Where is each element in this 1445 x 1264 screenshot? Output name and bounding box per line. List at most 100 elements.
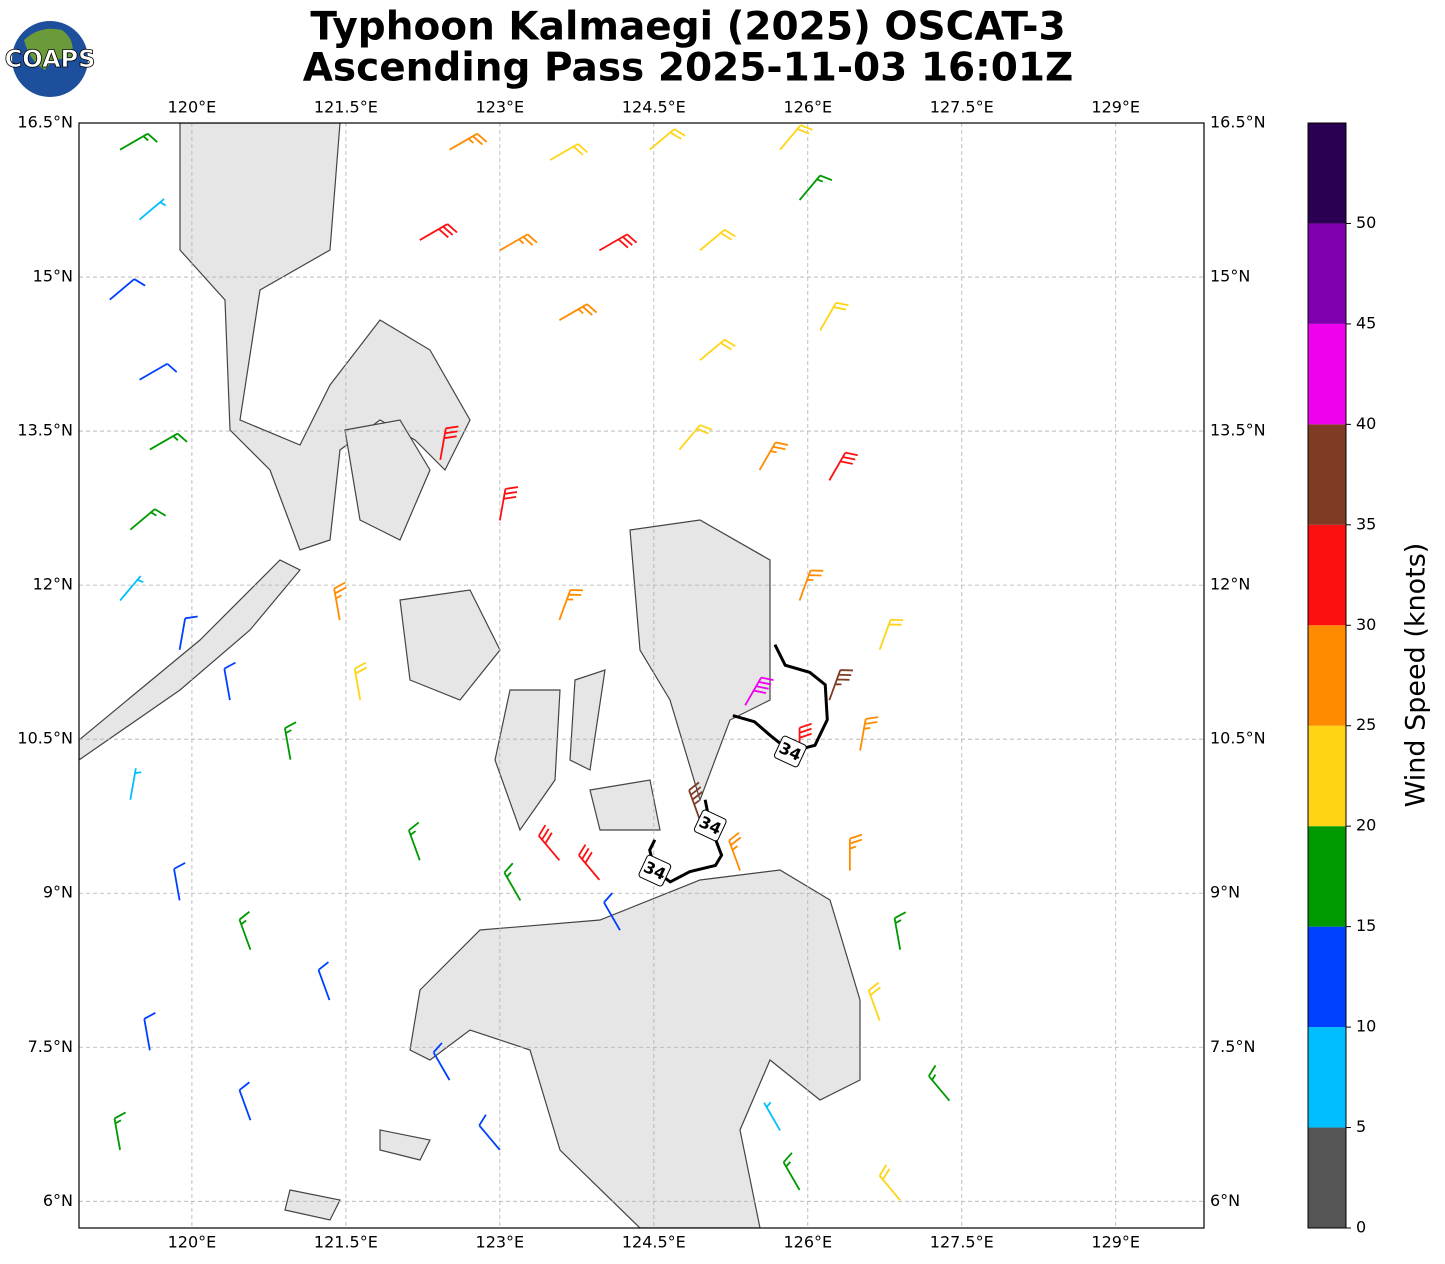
- logo: COAPS: [4, 21, 96, 97]
- title-line: Ascending Pass 2025-11-03 16:01Z: [303, 46, 1074, 91]
- colorbar-tick-label: 35: [1356, 514, 1376, 533]
- lat-tick-label: 9°N: [1210, 883, 1240, 902]
- colorbar-tick-label: 20: [1356, 816, 1376, 835]
- lat-tick-label: 9°N: [43, 883, 73, 902]
- colorbar-tick-label: 40: [1356, 414, 1376, 433]
- colorbar-tick-label: 5: [1356, 1117, 1366, 1136]
- wind-barb: [728, 831, 742, 871]
- wind-barb: [498, 486, 519, 521]
- wind-barb: [782, 1152, 801, 1191]
- wind-barb: [317, 961, 331, 1001]
- colorbar-segment: [1308, 424, 1346, 525]
- colorbar-tick-label: 0: [1356, 1218, 1366, 1237]
- wind-barb: [538, 824, 561, 861]
- land: [399, 589, 501, 701]
- lon-tick-label: 127.5°E: [930, 1233, 994, 1252]
- barbs: [109, 124, 951, 1201]
- lon-tick-label: 123°E: [476, 1233, 525, 1252]
- colorbar-segment: [1308, 1127, 1346, 1228]
- wind-barb: [129, 508, 167, 531]
- colorbar-tick-label: 10: [1356, 1017, 1376, 1036]
- lat-tick-label: 13.5°N: [1210, 421, 1266, 440]
- colorbar-segment: [1308, 223, 1346, 324]
- wind-barb: [798, 174, 833, 201]
- lat-tick-label: 15°N: [33, 267, 73, 286]
- lat-tick-label: 10.5°N: [1210, 729, 1266, 748]
- wind-barb: [238, 911, 252, 951]
- wind-barb: [819, 301, 849, 331]
- lon-tick-label: 129°E: [1091, 98, 1140, 117]
- colorbar-tick-label: 25: [1356, 715, 1376, 734]
- wind-barb: [828, 669, 853, 701]
- wind-barb: [598, 233, 638, 252]
- lon-tick-label: 123°E: [476, 98, 525, 117]
- wind-barb: [578, 844, 601, 881]
- wind-barb: [688, 781, 703, 821]
- lat-tick-label: 12°N: [33, 575, 73, 594]
- wind-barb: [859, 716, 879, 751]
- land: [284, 1189, 341, 1221]
- colorbar-tick-label: 50: [1356, 213, 1376, 232]
- land: [379, 1129, 431, 1161]
- colorbar-segment: [1308, 123, 1346, 224]
- lon-tick-label: 120°E: [168, 1233, 217, 1252]
- wind-barb: [848, 833, 863, 871]
- colorbar-segment: [1308, 323, 1346, 425]
- lat-tick-label: 16.5°N: [1210, 113, 1266, 132]
- wind-barb: [867, 981, 881, 1021]
- wind-barb: [699, 229, 736, 252]
- wind-barb: [828, 451, 858, 481]
- lon-tick-label: 121.5°E: [314, 98, 378, 117]
- lon-tick-label: 124.5°E: [622, 98, 686, 117]
- land: [494, 689, 561, 832]
- logo-text: COAPS: [5, 45, 96, 73]
- contour-label-box: [638, 854, 672, 887]
- contour-line: [732, 644, 829, 754]
- wind-barb: [449, 132, 488, 151]
- colorbar-tick-label: 15: [1356, 916, 1376, 935]
- wind-barb: [173, 862, 186, 901]
- colorbar-frame: [1307, 122, 1347, 1229]
- wind-barb: [223, 661, 236, 701]
- map-frame: [78, 122, 1205, 1229]
- wind-barb: [113, 1111, 127, 1151]
- lat-tick-label: 15°N: [1210, 267, 1250, 286]
- wind-barb: [284, 721, 297, 760]
- contour-label-box: [693, 809, 727, 842]
- lon-tick-label: 126°E: [783, 1233, 832, 1252]
- lat-tick-label: 12°N: [1210, 575, 1250, 594]
- lon-tick-label: 126°E: [783, 98, 832, 117]
- lat-tick-label: 7.5°N: [1210, 1037, 1255, 1056]
- colorbar-segment: [1308, 625, 1346, 726]
- wind-barb: [878, 1164, 901, 1201]
- wind-barb: [149, 432, 188, 451]
- wind-barb: [419, 223, 458, 241]
- wind-barb: [878, 618, 904, 651]
- wind-barb: [763, 1101, 781, 1131]
- colorbar-segment: [1308, 1027, 1346, 1128]
- land: [344, 419, 431, 541]
- logo-land: [24, 28, 73, 70]
- lat-tick-label: 7.5°N: [28, 1037, 73, 1056]
- lat-tick-label: 10.5°N: [17, 729, 73, 748]
- title-line: Typhoon Kalmaegi (2025) OSCAT-3: [310, 5, 1065, 50]
- colorbar-segment: [1308, 926, 1346, 1028]
- wind-barb: [558, 589, 583, 621]
- contour-label-box: [773, 735, 807, 768]
- wind-barb: [353, 661, 368, 701]
- wind-barb: [407, 821, 421, 861]
- colorbar-segment: [1308, 725, 1346, 827]
- wind-barb: [699, 338, 736, 361]
- lon-tick-label: 124.5°E: [622, 1233, 686, 1252]
- wind-barb: [928, 1064, 951, 1102]
- wind-barb: [119, 575, 144, 602]
- land: [409, 869, 861, 1228]
- lat-tick-label: 6°N: [43, 1191, 73, 1210]
- wind-barb: [758, 441, 789, 471]
- lat-tick-label: 6°N: [1210, 1191, 1240, 1210]
- wind-barb: [893, 911, 907, 950]
- wind-barb: [139, 362, 178, 381]
- lon-tick-label: 120°E: [168, 98, 217, 117]
- land: [569, 669, 606, 771]
